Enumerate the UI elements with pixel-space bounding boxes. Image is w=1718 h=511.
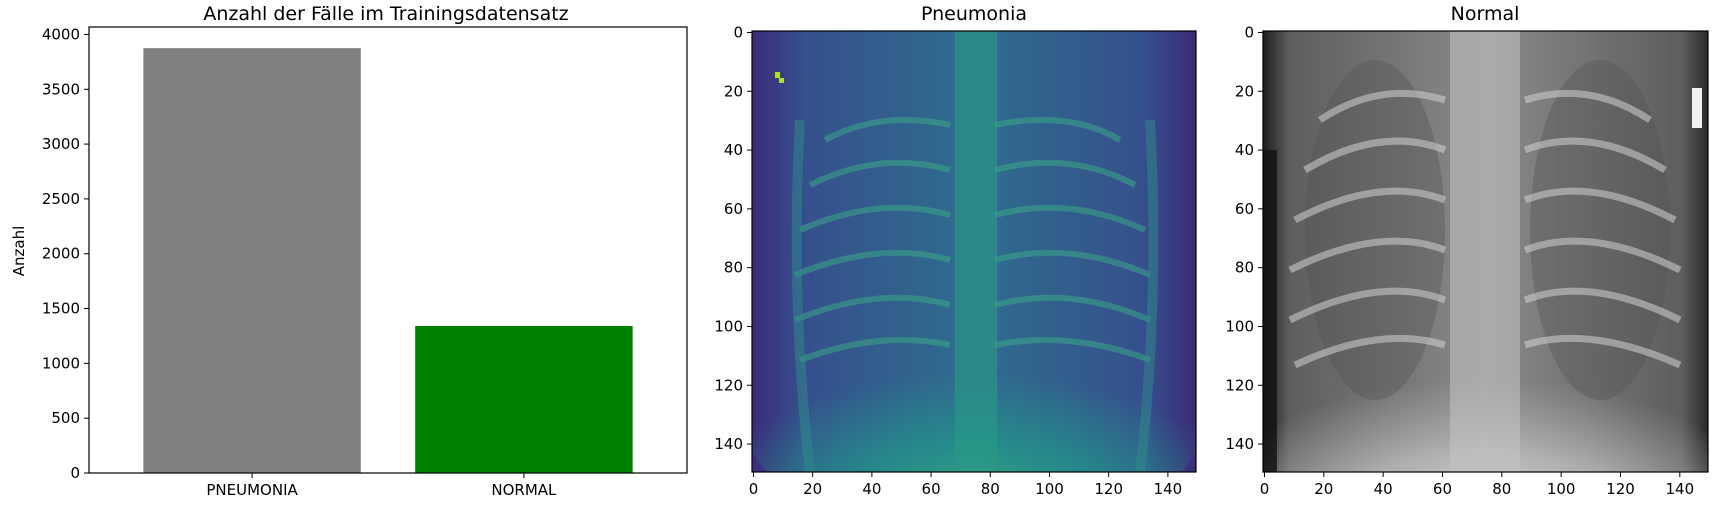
x-ticks: 0 20 40 60 80 100 120 140 (749, 472, 1182, 498)
x-tick-label: 40 (1374, 480, 1393, 498)
y-tick-label: 100 (1225, 317, 1254, 335)
x-tick-label: 140 (1665, 480, 1694, 498)
y-ticks: 0 20 40 60 80 100 120 140 (714, 23, 752, 453)
y-tick-label: 140 (714, 435, 743, 453)
y-tick-label: 1500 (42, 300, 80, 318)
pneumonia-title: Pneumonia (921, 3, 1027, 25)
y-tick-label: 0 (733, 23, 743, 41)
bars (143, 48, 633, 473)
y-tick-label: 2000 (42, 245, 80, 263)
y-tick-label: 60 (724, 200, 743, 218)
pneumonia-image-panel: Pneumonia 0 20 40 60 80 100 120 140 0 20 40 60 80 10… (714, 3, 1197, 498)
y-tick-label: 4000 (42, 25, 80, 43)
x-ticks: PNEUMONIA NORMAL (206, 473, 557, 499)
bar-chart-title: Anzahl der Fälle im Trainingsdatensatz (203, 3, 568, 25)
x-tick-label: 0 (749, 480, 759, 498)
bar-pneumonia (143, 48, 361, 473)
x-tick-label: NORMAL (491, 481, 557, 499)
y-ticks: 0 500 1000 1500 2000 2500 3000 3500 4000 (42, 25, 89, 482)
bar-chart-panel: Anzahl der Fälle im Trainingsdatensatz A… (10, 3, 688, 499)
y-tick-label: 40 (1235, 141, 1254, 159)
y-tick-label: 0 (1244, 23, 1254, 41)
x-tick-label: 100 (1035, 480, 1064, 498)
image-frame (751, 30, 1197, 473)
y-tick-label: 120 (714, 376, 743, 394)
pneumonia-xray-image (752, 31, 1196, 472)
y-tick-label: 1000 (42, 354, 80, 372)
x-tick-label: PNEUMONIA (206, 481, 298, 499)
x-ticks: 0 20 40 60 80 100 120 140 (1260, 472, 1694, 498)
normal-image-panel: Normal 0 20 40 60 80 100 120 140 0 20 40 60 80 100 12… (1225, 3, 1709, 498)
x-tick-label: 0 (1260, 480, 1270, 498)
x-tick-label: 80 (981, 480, 1000, 498)
y-tick-label: 20 (1235, 82, 1254, 100)
y-tick-label: 100 (714, 317, 743, 335)
y-ticks: 0 20 40 60 80 100 120 140 (1225, 23, 1263, 453)
y-tick-label: 80 (724, 259, 743, 277)
y-tick-label: 2500 (42, 190, 80, 208)
normal-title: Normal (1451, 3, 1520, 25)
x-tick-label: 120 (1094, 480, 1123, 498)
y-tick-label: 60 (1235, 200, 1254, 218)
y-axis-label: Anzahl (10, 226, 28, 277)
y-tick-label: 0 (70, 464, 80, 482)
image-frame (1262, 30, 1709, 473)
x-tick-label: 40 (862, 480, 881, 498)
bar-normal (415, 325, 633, 473)
y-tick-label: 140 (1225, 435, 1254, 453)
y-tick-label: 3000 (42, 135, 80, 153)
x-tick-label: 20 (803, 480, 822, 498)
y-tick-label: 20 (724, 82, 743, 100)
x-tick-label: 20 (1314, 480, 1333, 498)
y-tick-label: 3500 (42, 80, 80, 98)
y-tick-label: 500 (51, 409, 80, 427)
x-tick-label: 100 (1547, 480, 1576, 498)
y-tick-label: 80 (1235, 259, 1254, 277)
x-tick-label: 140 (1154, 480, 1183, 498)
y-tick-label: 40 (724, 141, 743, 159)
plot-frame (88, 26, 688, 474)
normal-xray-image (1263, 31, 1708, 472)
x-tick-label: 60 (1433, 480, 1452, 498)
y-tick-label: 120 (1225, 376, 1254, 394)
x-tick-label: 60 (922, 480, 941, 498)
x-tick-label: 80 (1492, 480, 1511, 498)
x-tick-label: 120 (1606, 480, 1635, 498)
